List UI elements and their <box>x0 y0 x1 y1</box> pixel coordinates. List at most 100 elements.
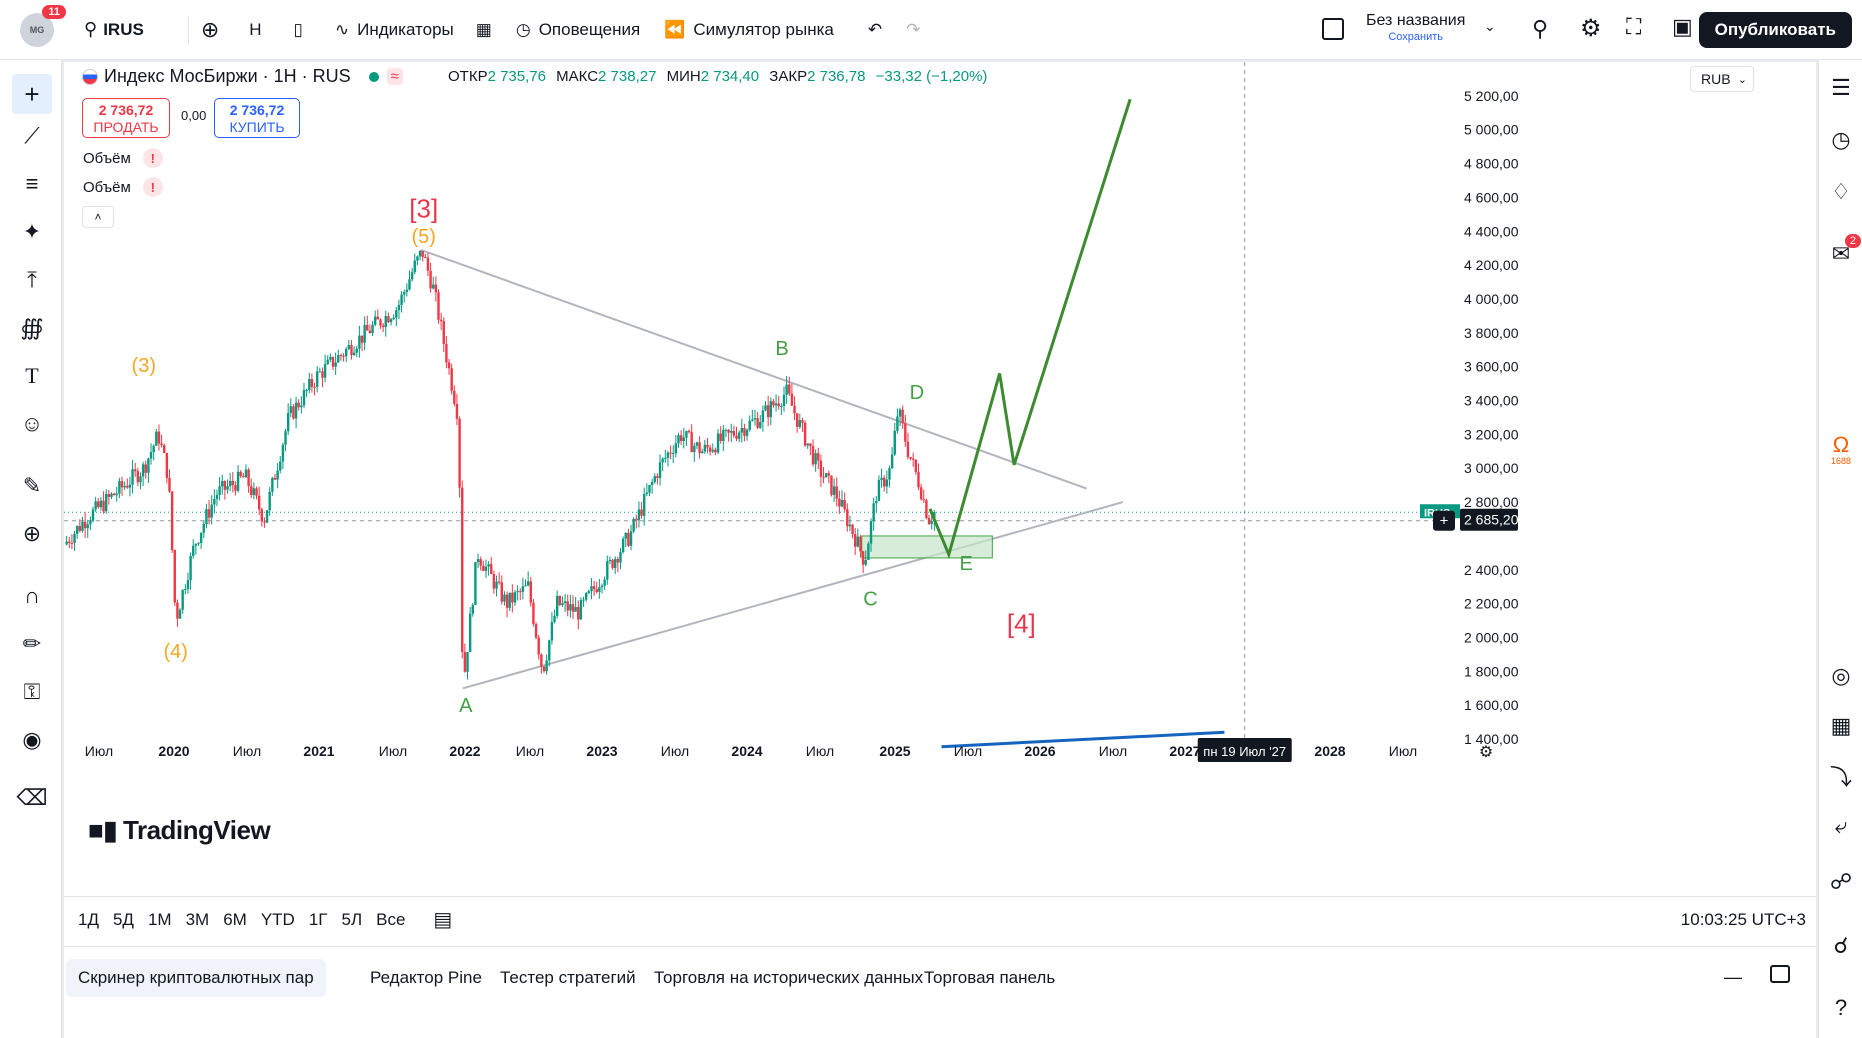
sell-button[interactable]: 2 736,72 ПРОДАТЬ <box>82 98 170 138</box>
range-1d[interactable]: 1Д <box>78 909 99 929</box>
candle-body <box>379 319 382 326</box>
candle-body <box>782 394 786 406</box>
candle-body <box>352 352 356 356</box>
broadcast-icon[interactable]: ☍ <box>1829 869 1853 894</box>
replay-button[interactable]: ⏪ Симулятор рынка <box>664 20 834 40</box>
zoom-icon[interactable]: ⊕ <box>22 521 42 546</box>
collapse-legend-button[interactable]: ˄ <box>82 206 114 228</box>
trash-icon[interactable]: ⌫ <box>16 785 48 810</box>
candle-body <box>242 476 245 478</box>
alerts-button[interactable]: ◷ Оповещения <box>516 20 640 40</box>
layout-icon[interactable] <box>1322 18 1344 40</box>
range-1m[interactable]: 1М <box>147 909 172 929</box>
candle-body <box>661 458 664 463</box>
range-3m[interactable]: 3М <box>185 909 210 929</box>
chat-icon[interactable]: ✉ 2 <box>1827 234 1861 268</box>
clock[interactable]: 10:03:25 UTC+3 <box>1680 910 1806 929</box>
layers-icon[interactable]: ♢ <box>1831 179 1851 204</box>
add-symbol-button[interactable]: ⊕ <box>201 17 219 43</box>
range-1y[interactable]: 1Г <box>308 909 328 929</box>
candle-body <box>824 473 828 478</box>
candle-body <box>508 592 511 608</box>
candles-icon: ▯ <box>293 19 303 39</box>
volume-indicator-2[interactable]: Объём! <box>83 177 163 197</box>
calendar-icon[interactable]: ▦ <box>1830 713 1852 738</box>
indicators-button[interactable]: ∿ Индикаторы <box>335 20 454 40</box>
help-icon[interactable]: ? <box>1834 995 1848 1020</box>
drawing-mode-icon[interactable]: ✏ <box>22 631 42 656</box>
crosshair-icon[interactable]: + <box>12 74 52 114</box>
tab-replay-trading[interactable]: Торговля на исторических данных <box>654 968 924 987</box>
minimize-icon[interactable]: — <box>1724 967 1742 987</box>
candle-body <box>329 356 332 360</box>
candle-body <box>687 430 691 433</box>
tab-strategy-tester[interactable]: Тестер стратегий <box>500 968 636 987</box>
candle-body <box>550 621 554 641</box>
symbol-legend[interactable]: Индекс МосБиржи · 1H · RUS ≈ <box>82 66 403 87</box>
tab-trading-panel[interactable]: Торговая панель <box>924 968 1056 987</box>
goto-date-icon[interactable]: ▤ <box>433 909 453 931</box>
range-all[interactable]: Все <box>376 909 406 929</box>
range-6m[interactable]: 6М <box>223 909 247 929</box>
avatar[interactable]: MG 11 <box>20 4 66 47</box>
candle-body <box>561 603 564 606</box>
candle-body <box>587 591 591 594</box>
chevron-down-icon[interactable]: ⌄ <box>1484 18 1496 34</box>
tab-pine-editor[interactable]: Редактор Pine <box>370 968 482 987</box>
quick-search-icon[interactable]: ⚲ <box>1532 16 1549 41</box>
settings-icon[interactable]: ⚙ <box>1580 15 1602 42</box>
ideas-icon[interactable]: ⤵ <box>1829 765 1852 790</box>
text-tool-icon[interactable]: T <box>25 363 39 388</box>
templates-button[interactable]: ▦ <box>476 20 492 40</box>
shapes-icon[interactable]: ∰ <box>20 315 44 340</box>
magnet-icon[interactable]: ∩ <box>24 583 40 608</box>
undo-button[interactable]: ↶ <box>868 20 882 40</box>
range-5d[interactable]: 5Д <box>112 909 134 929</box>
candle-body <box>442 321 445 345</box>
notifications-icon[interactable]: ☌ <box>1833 933 1849 958</box>
partner-logo-icon[interactable]: Ω 1688 <box>1827 434 1855 467</box>
candle-body <box>86 524 89 529</box>
candle-body <box>766 405 770 418</box>
chart-type-button[interactable]: ▯ <box>294 20 303 40</box>
volume-indicator-1[interactable]: Объём! <box>83 148 163 168</box>
candle-body <box>616 559 620 563</box>
alerts-clock-icon[interactable]: ◷ <box>1831 127 1851 152</box>
close-value: 2 736,78 <box>807 68 866 85</box>
candle-body <box>450 368 453 391</box>
y-tick-label: 3 800,00 <box>1464 325 1519 341</box>
lock-icon[interactable]: ⚿ <box>23 679 41 704</box>
pattern-icon[interactable]: ✦ <box>22 219 42 244</box>
watchlist-icon[interactable]: ☰ <box>1831 75 1851 100</box>
candle-body <box>817 453 820 461</box>
candle-body <box>669 452 672 454</box>
wave-label: B <box>775 338 788 360</box>
forecast-icon[interactable]: ⤒ <box>27 267 37 292</box>
fib-icon[interactable]: ≡ <box>25 171 39 196</box>
layout-name-button[interactable]: Без названия Сохранить <box>1366 13 1465 45</box>
maximize-icon[interactable] <box>1770 965 1790 983</box>
range-ytd[interactable]: YTD <box>260 909 295 929</box>
tradingview-logo[interactable]: ■▮ TradingView <box>88 815 271 846</box>
trendline <box>941 730 1225 749</box>
interval-button[interactable]: H <box>249 20 261 40</box>
fullscreen-icon[interactable]: ⛶ <box>1626 14 1642 39</box>
range-5y[interactable]: 5Л <box>341 909 363 929</box>
eye-icon[interactable]: ◉ <box>22 727 42 752</box>
currency-select[interactable]: RUB ⌄ <box>1690 66 1754 92</box>
candle-body <box>384 316 387 327</box>
tab-crypto-screener[interactable]: Скринер криптовалютных пар <box>66 959 326 997</box>
camera-icon[interactable]: ▣ <box>1672 14 1693 39</box>
target-icon[interactable]: ◎ <box>1831 663 1851 688</box>
emoji-icon[interactable]: ☺ <box>20 411 44 436</box>
trendline-icon[interactable]: ⟋ <box>24 123 40 148</box>
buy-button[interactable]: 2 736,72 КУПИТЬ <box>214 98 300 138</box>
ruler-icon[interactable]: ✎ <box>22 473 42 498</box>
redo-button[interactable]: ↷ <box>906 20 920 40</box>
pine-icon[interactable]: ⤶ <box>1834 813 1848 838</box>
plus-circle-icon: ⊕ <box>200 16 220 42</box>
publish-button[interactable]: Опубликовать <box>1698 12 1852 48</box>
candle-body <box>875 500 878 504</box>
symbol-search-button[interactable]: ⚲ IRUS <box>84 19 144 40</box>
